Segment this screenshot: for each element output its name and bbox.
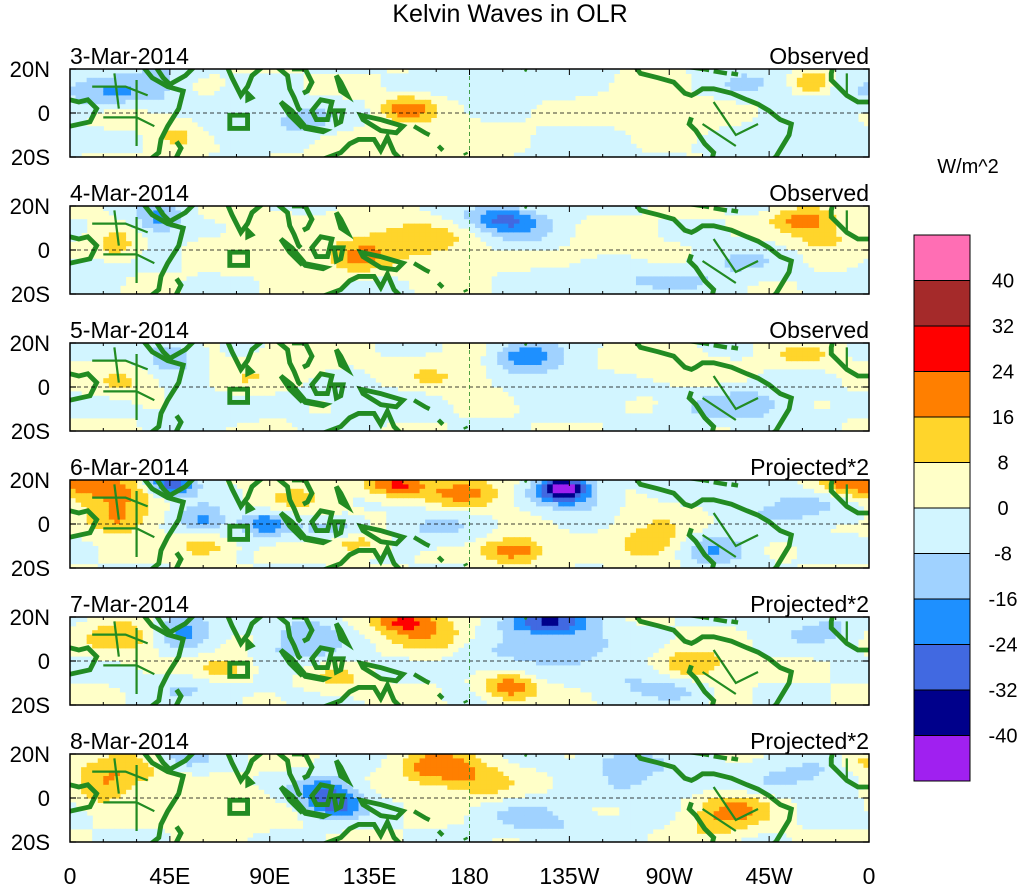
colorbar: W/m^2 40 32 24 16 8 0 -8 -16 -24 -32 -40 xyxy=(913,156,1018,782)
panel-type-label: Observed xyxy=(769,180,869,206)
colorbar-tick-label: 32 xyxy=(992,316,1014,338)
colorbar-tick-label: -8 xyxy=(994,544,1012,566)
x-tick-label: 180 xyxy=(450,863,488,887)
y-tick-label: 20N xyxy=(10,468,50,493)
colorbar-tick-label: 24 xyxy=(992,362,1014,384)
panel-date-label: 4-Mar-2014 xyxy=(70,180,189,206)
y-tick-label: 20S xyxy=(11,282,50,307)
colorbar-tick-label: -24 xyxy=(989,635,1018,657)
chart-title: Kelvin Waves in OLR xyxy=(392,0,627,28)
x-axis: 0 45E 90E 135E 180 135W 90W 45W 0 xyxy=(64,863,876,887)
y-tick-label: 0 xyxy=(38,101,50,126)
panel-3: 20N 0 20S 5-Mar-2014 Observed xyxy=(10,317,870,444)
panel-date-label: 7-Mar-2014 xyxy=(70,591,189,617)
y-tick-label: 20N xyxy=(10,605,50,630)
colorbar-tick-label: 40 xyxy=(992,271,1014,293)
y-tick-label: 0 xyxy=(38,786,50,811)
colorbar-tick-label: 8 xyxy=(997,453,1008,475)
panel-type-label: Projected*2 xyxy=(750,728,869,754)
colorbar-swatch xyxy=(913,598,971,645)
colorbar-label: W/m^2 xyxy=(937,156,999,178)
y-tick-label: 0 xyxy=(38,375,50,400)
colorbar-tick-label: 16 xyxy=(992,407,1014,429)
colorbar-swatch xyxy=(913,644,971,691)
colorbar-swatch xyxy=(913,371,971,418)
x-tick-label: 135E xyxy=(343,863,397,887)
panels-group: 20N 0 20S 3-Mar-2014 Observed 20N 0 20S 4-Mar-20… xyxy=(10,43,870,855)
colorbar-swatch xyxy=(913,689,971,736)
panel-1: 20N 0 20S 3-Mar-2014 Observed xyxy=(10,43,870,170)
y-tick-label: 20N xyxy=(10,331,50,356)
x-tick-label: 0 xyxy=(64,863,77,887)
panel-5: 20N 0 20S 7-Mar-2014 Projected*2 xyxy=(10,591,870,718)
y-tick-label: 20S xyxy=(11,419,50,444)
y-tick-label: 0 xyxy=(38,238,50,263)
colorbar-swatch xyxy=(913,416,971,463)
panel-date-label: 3-Mar-2014 xyxy=(70,43,189,69)
y-tick-label: 20S xyxy=(11,145,50,170)
colorbar-tick-label: -40 xyxy=(989,726,1018,748)
panel-type-label: Observed xyxy=(769,43,869,69)
x-tick-label: 45E xyxy=(149,863,190,887)
colorbar-swatch xyxy=(913,507,971,554)
colorbar-swatch xyxy=(913,553,971,600)
y-tick-label: 20N xyxy=(10,194,50,219)
colorbar-swatch xyxy=(913,325,971,372)
y-tick-label: 20S xyxy=(11,830,50,855)
x-tick-label: 90E xyxy=(249,863,290,887)
panel-type-label: Projected*2 xyxy=(750,591,869,617)
panel-6: 20N 0 20S 8-Mar-2014 Projected*2 xyxy=(10,728,870,855)
colorbar-tick-label: -16 xyxy=(989,589,1018,611)
colorbar-swatch xyxy=(913,280,971,327)
y-tick-label: 20N xyxy=(10,57,50,82)
panel-date-label: 8-Mar-2014 xyxy=(70,728,189,754)
y-tick-label: 20S xyxy=(11,693,50,718)
x-tick-label: 135W xyxy=(539,863,599,887)
y-tick-label: 20N xyxy=(10,742,50,767)
y-tick-label: 0 xyxy=(38,649,50,674)
colorbar-swatch xyxy=(913,462,971,509)
y-tick-label: 0 xyxy=(38,512,50,537)
x-tick-label: 0 xyxy=(863,863,876,887)
panel-date-label: 5-Mar-2014 xyxy=(70,317,189,343)
panel-4: 20N 0 20S 6-Mar-2014 Projected*2 xyxy=(10,454,870,581)
panel-date-label: 6-Mar-2014 xyxy=(70,454,189,480)
panel-2: 20N 0 20S 4-Mar-2014 Observed xyxy=(10,180,870,307)
panel-type-label: Projected*2 xyxy=(750,454,869,480)
x-tick-label: 90W xyxy=(646,863,694,887)
colorbar-swatch xyxy=(913,234,971,281)
colorbar-tick-label: 0 xyxy=(997,498,1008,520)
y-tick-label: 20S xyxy=(11,556,50,581)
x-tick-label: 45W xyxy=(745,863,793,887)
colorbar-swatch xyxy=(913,735,971,782)
panel-type-label: Observed xyxy=(769,317,869,343)
colorbar-tick-label: -32 xyxy=(989,680,1018,702)
